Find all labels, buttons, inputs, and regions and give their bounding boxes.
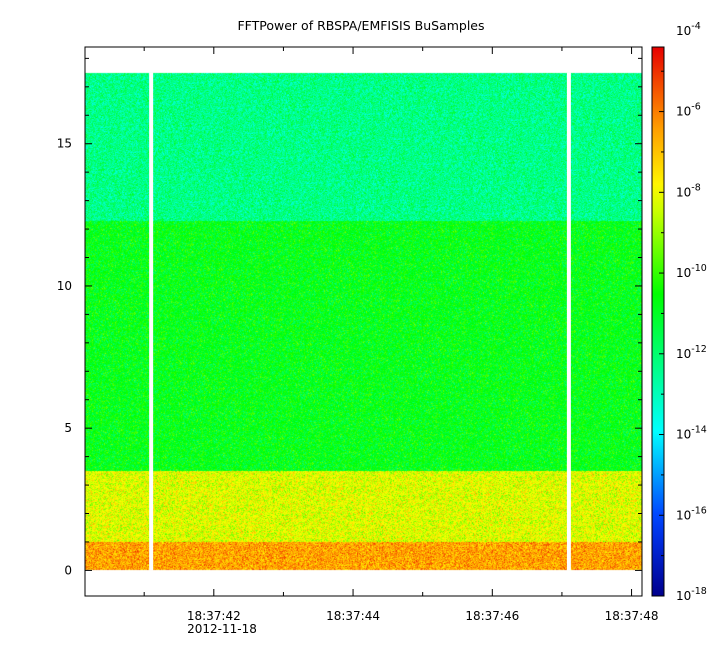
plot-frame [84, 46, 643, 597]
colorbar-tick-label: 10-16 [676, 505, 707, 522]
colorbar: 10-4 10-6 10-8 10-10 10-12 10-14 10-16 10-18 [651, 21, 707, 603]
plot-area [84, 46, 643, 597]
chart-title: FFTPower of RBSPA/EMFISIS BuSamples [237, 18, 484, 33]
x-tick-label: 18:37:44 [326, 609, 380, 623]
colorbar-tick-label: 10-10 [676, 263, 707, 280]
colorbar-tick-label: 10-12 [676, 344, 707, 361]
colorbar-tick-label: 10-8 [676, 182, 701, 199]
data-gaps [149, 72, 571, 571]
y-tick-label: 0 [64, 563, 72, 577]
x-tick-label: 18:37:48 [605, 609, 659, 623]
data-gap-0 [149, 72, 154, 571]
x-tick-label: 18:37:42 [187, 609, 241, 623]
x-tick-label: 18:37:46 [465, 609, 519, 623]
data-gap-1 [566, 72, 571, 571]
colorbar-gradient [652, 47, 664, 596]
y-tick-label: 15 [57, 137, 72, 151]
spectrogram-image [85, 47, 642, 596]
y-tick-label: 10 [57, 279, 72, 293]
colorbar-ticks: 10-4 10-6 10-8 10-10 10-12 10-14 10-16 10-18 [659, 21, 707, 603]
colorbar-tick-label: 10-6 [676, 102, 701, 119]
x-axis: 18:37:42 18:37:44 18:37:46 18:37:48 [143, 47, 659, 623]
y-axis: 0 5 10 15 [57, 57, 642, 577]
x-date-label: 2012-11-18 [187, 622, 257, 636]
colorbar-tick-label: 10-4 [676, 21, 701, 38]
colorbar-tick-label: 10-18 [676, 586, 707, 603]
colorbar-tick-label: 10-14 [676, 425, 707, 442]
colorbar-frame [651, 46, 665, 597]
y-tick-label: 5 [64, 421, 72, 435]
